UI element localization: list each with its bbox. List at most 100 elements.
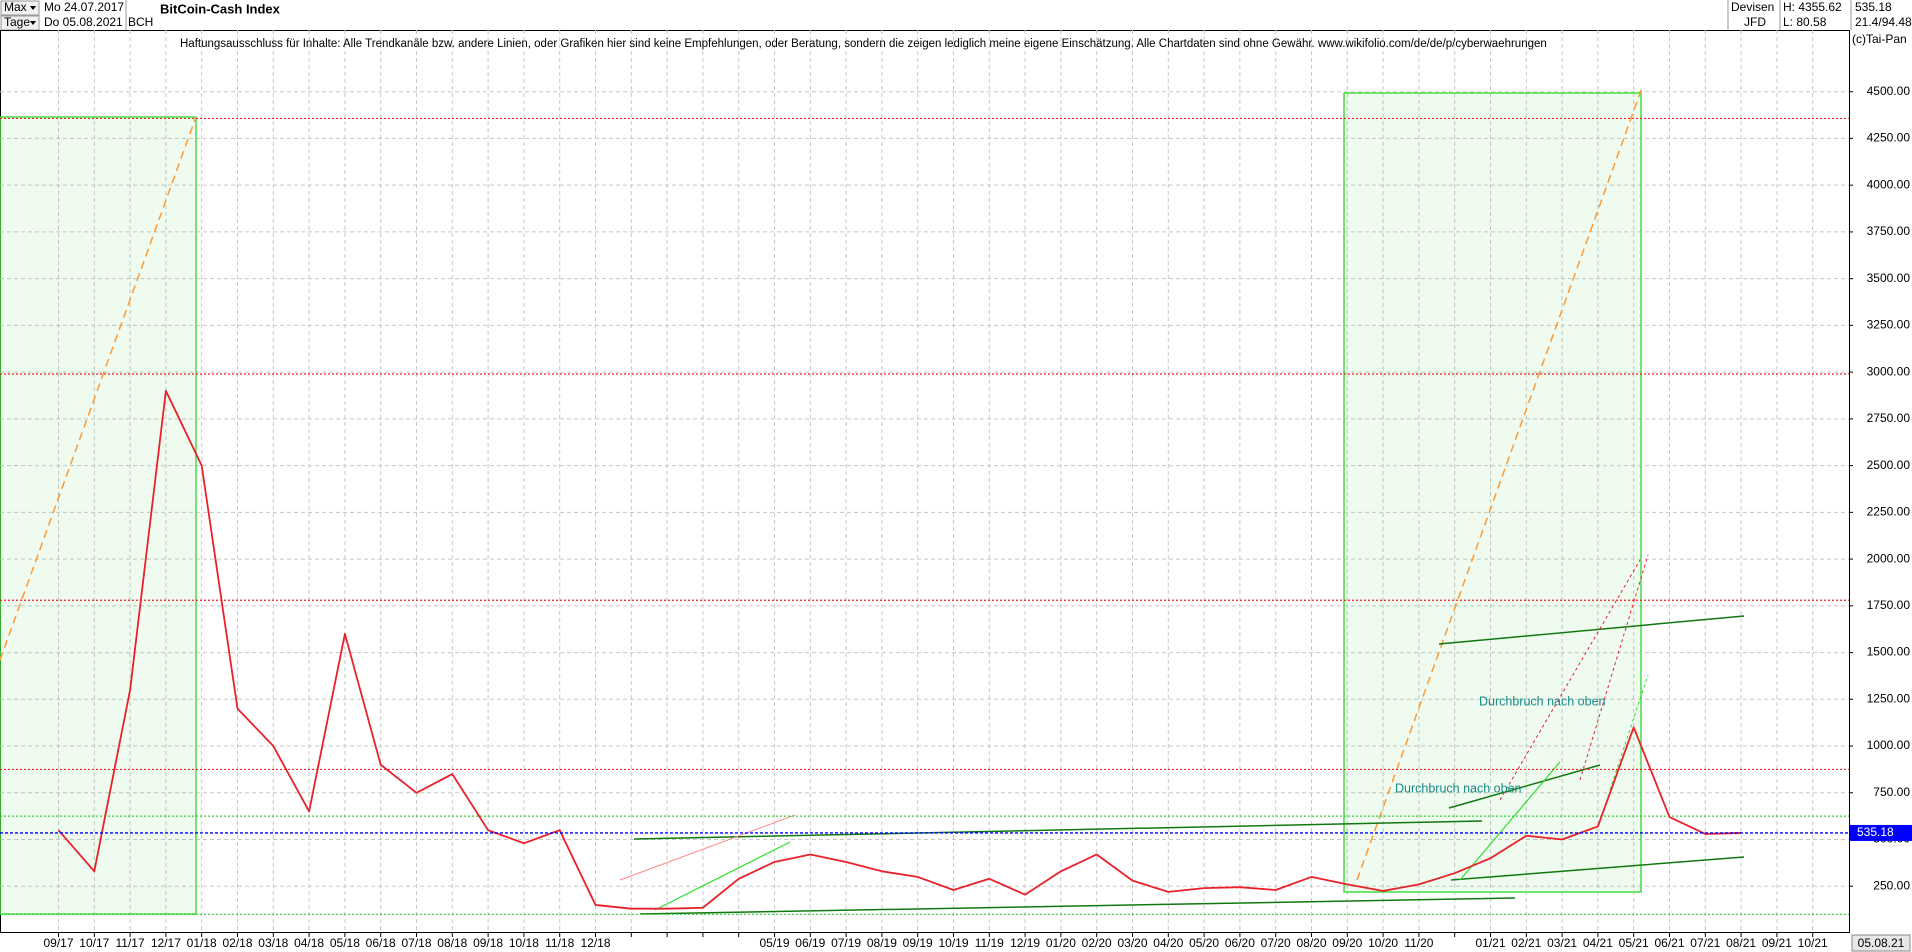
x-tick-label: 10/17: [79, 936, 109, 950]
x-tick-label: 07/20: [1261, 936, 1291, 950]
y-tick-label: 2750.00: [1867, 411, 1911, 425]
end-date: Do 05.08.2021: [44, 15, 123, 29]
grid: [0, 30, 1849, 933]
x-tick-label: 07/21: [1690, 936, 1720, 950]
y-tick-label: 2500.00: [1867, 458, 1911, 472]
x-tick-label: 01/20: [1046, 936, 1076, 950]
x-tick-label: 11/18: [545, 936, 574, 950]
y-tick-label: 1250.00: [1867, 691, 1911, 705]
broker: JFD: [1744, 15, 1766, 29]
trend-line: [1438, 615, 1745, 645]
marks: [0, 117, 1849, 915]
range: Max: [4, 0, 27, 14]
y-tick-label: 4000.00: [1867, 177, 1911, 191]
y-tick-label: 1000.00: [1867, 738, 1911, 752]
x-tick-label: 03/21: [1547, 936, 1577, 950]
fan-line: [1356, 84, 1644, 881]
trend-line: [633, 820, 1483, 840]
market: Devisen: [1731, 0, 1774, 14]
x-tick-label: 10/20: [1368, 936, 1398, 950]
x-tick-label: 10/18: [509, 936, 539, 950]
high: H: 4355.62: [1783, 0, 1842, 14]
current-price-label: 535.18: [1857, 825, 1894, 839]
x-tick-label: 05/19: [759, 936, 789, 950]
x-tick-label: 08/18: [437, 936, 467, 950]
y-tick-label: 3750.00: [1867, 224, 1911, 238]
x-tick-label: 04/21: [1583, 936, 1613, 950]
annotation: Durchbruch nach oben: [1479, 694, 1606, 708]
x-tick-label: 06/18: [366, 936, 396, 950]
dropdown-arrows: [30, 6, 36, 25]
x-tick-label: 11/20: [1404, 936, 1433, 950]
start-date: Mo 24.07.2017: [44, 0, 124, 14]
low: L: 80.58: [1783, 15, 1827, 29]
y-tick-label: 250.00: [1873, 878, 1910, 892]
copyright: (c)Tai-Pan: [1852, 32, 1907, 46]
x-tick-label: 01/21: [1475, 936, 1505, 950]
y-tick-label: 1500.00: [1867, 645, 1911, 659]
x-tick-label: 02/20: [1082, 936, 1112, 950]
trend-line: [1459, 761, 1561, 881]
trend-line: [1499, 559, 1641, 801]
x-tick-label: 11/19: [975, 936, 1004, 950]
chart-title: BitCoin-Cash Index: [160, 1, 281, 16]
x-tick-label: 09/21: [1762, 936, 1792, 950]
current-date: 05.08.21: [1858, 936, 1905, 950]
x-tick-label: 12/18: [580, 936, 610, 950]
x-tick-label: 12/19: [1010, 936, 1040, 950]
x-tick-label: 07/19: [831, 936, 861, 950]
stats: 21.4/94.48: [1855, 15, 1912, 29]
trend-line: [1609, 674, 1649, 791]
y-tick-label: 1750.00: [1867, 598, 1911, 612]
x-tick-label: 08/20: [1296, 936, 1326, 950]
x-tick-label: 08/19: [867, 936, 897, 950]
y-tick-label: 2000.00: [1867, 551, 1911, 565]
y-tick-label: 750.00: [1873, 785, 1910, 799]
x-tick-label: 05/20: [1189, 936, 1219, 950]
trend-line: [639, 897, 1516, 915]
y-tick-label: 2250.00: [1867, 505, 1911, 519]
x-tick-label: 02/21: [1511, 936, 1541, 950]
x-tick-label: 04/20: [1153, 936, 1183, 950]
period: Tage: [4, 15, 30, 29]
x-tick-label: 09/17: [43, 936, 73, 950]
trend-line: [619, 814, 796, 881]
y-tick-label: 3250.00: [1867, 318, 1911, 332]
y-tick-label: 3000.00: [1867, 364, 1911, 378]
disclaimer: Haftungsausschluss für Inhalte: Alle Tre…: [180, 38, 1547, 50]
x-tick-label: 06/19: [795, 936, 825, 950]
x-tick-label: 10/19: [938, 936, 968, 950]
x-tick-label: 06/20: [1225, 936, 1255, 950]
x-tick-label: 12/17: [151, 936, 181, 950]
trend-line: [1448, 764, 1601, 809]
fan-line: [0, 116, 197, 661]
x-tick-label: 04/18: [294, 936, 324, 950]
x-tick-label: 11/17: [116, 936, 145, 950]
annotation: Durchbruch nach oben: [1395, 781, 1522, 795]
drawings: [0, 84, 1745, 915]
x-tick-label: 07/18: [401, 936, 431, 950]
price-line: [57, 389, 1742, 910]
x-tick-label: 03/18: [258, 936, 288, 950]
x-tick-label: 05/18: [330, 936, 360, 950]
x-tick-label: 01/18: [187, 936, 217, 950]
x-tick-label: 09/20: [1332, 936, 1362, 950]
x-tick-label: 09/19: [903, 936, 933, 950]
symbol: BCH: [128, 15, 153, 29]
y-tick-label: 4500.00: [1867, 84, 1911, 98]
x-tick-label: 10/21: [1798, 936, 1828, 950]
x-tick-label: 05/21: [1619, 936, 1649, 950]
range-select[interactable]: [0, 0, 40, 16]
x-tick-label: 02/18: [222, 936, 252, 950]
x-tick-label: 03/20: [1117, 936, 1147, 950]
trend-line: [654, 841, 791, 911]
x-tick-label: 08/21: [1726, 936, 1756, 950]
last-price: 535.18: [1855, 0, 1892, 14]
y-tick-label: 3500.00: [1867, 271, 1911, 285]
green-box: [0, 116, 197, 915]
current-price-box: [1850, 824, 1912, 841]
y-tick-label: 4250.00: [1867, 131, 1911, 145]
date-box: [1851, 934, 1911, 952]
